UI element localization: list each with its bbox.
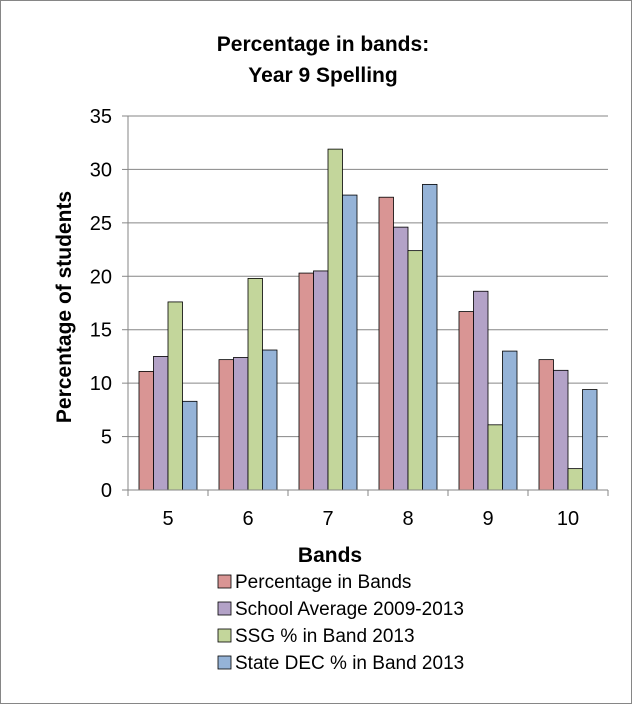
y-tick-label: 10 xyxy=(90,373,112,395)
axes: 0 5 10 15 20 25 30 35 5 6 7 8 9 10 xyxy=(90,106,609,530)
bar-school-average-2009-2013-band-6 xyxy=(233,357,249,491)
y-tick-label: 20 xyxy=(90,266,112,288)
gridlines xyxy=(128,115,608,438)
bar-percentage-in-bands-band-8 xyxy=(378,196,394,491)
bar-ssg-in-band-2013-band-10 xyxy=(567,468,583,491)
bar-state-dec-in-band-2013-band-8 xyxy=(422,183,438,491)
y-tick-label: 0 xyxy=(101,480,112,502)
bar-state-dec-in-band-2013-band-7 xyxy=(342,194,358,491)
legend-label: SSG % in Band 2013 xyxy=(235,626,415,647)
bar-school-average-2009-2013-band-8 xyxy=(393,226,409,491)
y-axis-title: Percentage of students xyxy=(53,191,76,423)
legend-swatch xyxy=(217,655,232,670)
bar-school-average-2009-2013-band-7 xyxy=(313,270,329,491)
x-tick-label: 8 xyxy=(402,508,413,530)
y-tick-label: 25 xyxy=(90,213,112,235)
bar-ssg-in-band-2013-band-6 xyxy=(247,278,263,491)
bar-school-average-2009-2013-band-9 xyxy=(473,290,489,491)
y-tick-label: 15 xyxy=(90,320,112,342)
legend-swatch xyxy=(217,628,232,643)
bar-percentage-in-bands-band-10 xyxy=(538,359,554,491)
bar-state-dec-in-band-2013-band-6 xyxy=(262,349,278,491)
bars xyxy=(138,148,598,491)
bar-state-dec-in-band-2013-band-9 xyxy=(502,350,518,491)
bar-percentage-in-bands-band-6 xyxy=(218,359,234,491)
y-tick-label: 35 xyxy=(90,106,112,128)
bar-ssg-in-band-2013-band-5 xyxy=(167,301,183,491)
x-tick-label: 6 xyxy=(242,508,253,530)
bar-percentage-in-bands-band-7 xyxy=(298,272,314,491)
chart-title-line-2: Year 9 Spelling xyxy=(248,64,397,87)
x-tick-label: 10 xyxy=(557,508,579,530)
legend-swatch xyxy=(217,574,232,589)
bar-school-average-2009-2013-band-10 xyxy=(553,369,569,491)
legend-swatch xyxy=(217,601,232,616)
legend-label: Percentage in Bands xyxy=(235,572,411,593)
bar-ssg-in-band-2013-band-7 xyxy=(327,148,343,491)
x-tick-label: 7 xyxy=(322,508,333,530)
legend-label: School Average 2009-2013 xyxy=(235,599,464,620)
bar-percentage-in-bands-band-5 xyxy=(138,370,154,491)
bar-ssg-in-band-2013-band-8 xyxy=(407,250,423,491)
bar-school-average-2009-2013-band-5 xyxy=(153,356,169,491)
legend: Percentage in Bands School Average 2009-2… xyxy=(217,572,464,674)
x-axis-title: Bands xyxy=(298,544,362,567)
y-tick-label: 30 xyxy=(90,159,112,181)
bar-state-dec-in-band-2013-band-10 xyxy=(582,389,598,491)
y-tick-label: 5 xyxy=(101,427,112,449)
chart-title-line-1: Percentage in bands: xyxy=(217,33,429,56)
bar-state-dec-in-band-2013-band-5 xyxy=(182,400,198,491)
legend-label: State DEC % in Band 2013 xyxy=(235,653,464,674)
bar-ssg-in-band-2013-band-9 xyxy=(487,424,503,491)
x-tick-label: 5 xyxy=(162,508,173,530)
bar-percentage-in-bands-band-9 xyxy=(458,311,474,491)
x-tick-label: 9 xyxy=(482,508,493,530)
